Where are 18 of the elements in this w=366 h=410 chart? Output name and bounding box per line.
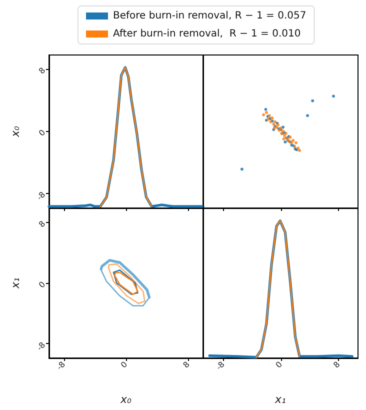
- x-tick-label: 8: [332, 360, 342, 370]
- y-tick-label: 8: [37, 219, 48, 230]
- y-tick-label: -8: [35, 340, 48, 352]
- y-axis-title: x₀: [9, 125, 22, 138]
- y-tick-label: 8: [37, 66, 48, 76]
- legend-label: After burn-in removal, R − 1 = 0.010: [113, 28, 301, 40]
- x-tick-label: 0: [274, 360, 284, 370]
- legend-label: Before burn-in removal, R − 1 = 0.057: [113, 10, 306, 22]
- y-tick-label: 0: [37, 280, 48, 290]
- y-axis-title: x₁: [9, 278, 22, 290]
- y-tick-label: 0: [37, 128, 48, 138]
- x-axis-title: x₀: [120, 393, 132, 406]
- x-tick-label: 0: [119, 360, 130, 370]
- x-tick-label: -8: [54, 360, 67, 372]
- x-tick-label: 8: [181, 360, 192, 370]
- x-tick-label: -8: [214, 360, 226, 372]
- x-axis-title: x₁: [274, 393, 286, 406]
- y-tick-label: -8: [35, 190, 48, 202]
